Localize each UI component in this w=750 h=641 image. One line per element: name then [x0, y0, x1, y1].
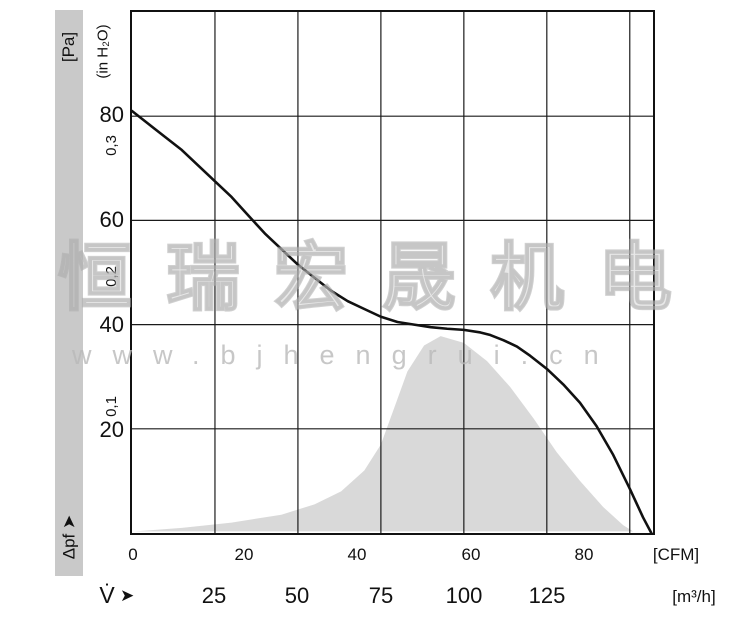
- inh2o-tick-label: 0,3: [102, 134, 120, 156]
- pa-tick-60: 60: [99, 207, 124, 232]
- m3h-tick-25: 25: [201, 583, 227, 608]
- inh2o-unit-label: (in H₂O): [94, 23, 112, 79]
- inh2o-tick-0p2: 0,2: [98, 253, 124, 299]
- cfm-tick-20: 20: [234, 545, 254, 564]
- pa-tick-40: 40: [99, 312, 124, 337]
- m3h-tick-50: 50: [284, 583, 310, 608]
- inh2o-tick-label: 0,1: [102, 395, 120, 417]
- cfm-tick-0: 0: [128, 545, 138, 564]
- operating-region: [135, 336, 634, 532]
- pressure-axis-bar: [55, 10, 83, 576]
- pa-tick-80: 80: [99, 102, 124, 127]
- inh2o-tick-label: 0,2: [102, 265, 120, 287]
- inh2o-tick-0p3: 0,3: [98, 122, 124, 168]
- m3h-tick-75: 75: [368, 583, 394, 608]
- plot-area: [130, 10, 655, 535]
- pa-unit-label: [Pa]: [59, 31, 78, 63]
- plot-svg: [132, 12, 653, 533]
- delta-p-label: Δpf ➤: [59, 514, 79, 560]
- m3h-tick-125: 125: [528, 583, 566, 608]
- delta-p-wrap: Δpf ➤: [51, 498, 87, 576]
- pa-unit-wrap: [Pa]: [51, 16, 87, 78]
- m3h-unit-label: [m³/h]: [672, 587, 716, 606]
- cfm-tick-40: 40: [347, 545, 367, 564]
- cfm-tick-80: 80: [574, 545, 594, 564]
- fan-curve: [132, 109, 653, 533]
- pa-tick-20: 20: [99, 417, 124, 442]
- m3h-tick-100: 100: [445, 583, 483, 608]
- flow-arrow-icon: ➤: [120, 586, 135, 605]
- cfm-unit-label: [CFM]: [652, 545, 700, 564]
- flow-symbol-vdot: V̇: [99, 582, 115, 608]
- cfm-tick-60: 60: [461, 545, 481, 564]
- inh2o-unit-wrap: (in H₂O): [90, 10, 116, 92]
